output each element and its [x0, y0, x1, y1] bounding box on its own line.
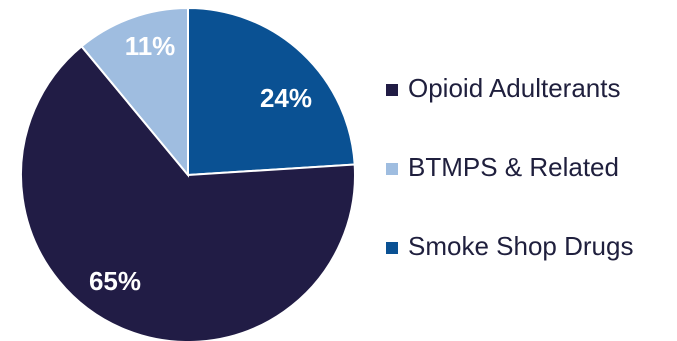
pie-slices [20, 6, 356, 341]
legend-label: BTMPS & Related [408, 152, 619, 182]
slice-value-label: 24% [260, 83, 312, 113]
pie-slice-opioid-adulterants [20, 44, 356, 341]
legend-swatch [386, 242, 398, 254]
pie-slice-labels: 65% 11% 24% [89, 31, 312, 296]
legend-swatch [386, 84, 398, 96]
slice-value-label: 65% [89, 266, 141, 296]
slice-value-label: 11% [125, 31, 176, 61]
legend: Opioid Adulterants BTMPS & Related Smoke S… [386, 73, 633, 261]
legend-item: BTMPS & Related [386, 152, 619, 182]
legend-swatch [386, 163, 398, 175]
pie-slice-btmps-related [80, 6, 189, 178]
pie-slice-smoke-shop-drugs [187, 6, 356, 177]
legend-label: Opioid Adulterants [408, 73, 620, 103]
legend-item: Smoke Shop Drugs [386, 231, 633, 261]
legend-label: Smoke Shop Drugs [408, 231, 633, 261]
legend-item: Opioid Adulterants [386, 73, 620, 103]
